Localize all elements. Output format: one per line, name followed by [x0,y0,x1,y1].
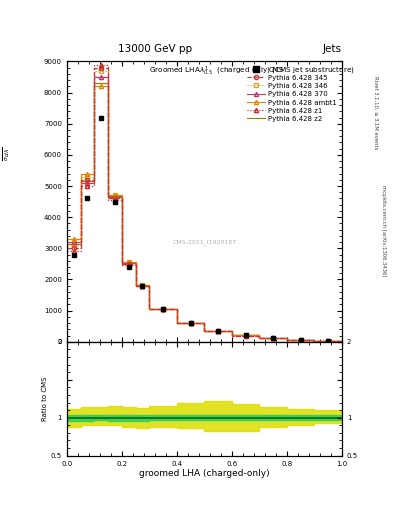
Text: mcplots.cern.ch [arXiv:1306.3436]: mcplots.cern.ch [arXiv:1306.3436] [381,185,386,276]
Legend: CMS, Pythia 6.428 345, Pythia 6.428 346, Pythia 6.428 370, Pythia 6.428 ambt1, P: CMS, Pythia 6.428 345, Pythia 6.428 346,… [246,65,338,123]
Text: $\frac{1}{\sigma}\frac{d\sigma}{d\lambda}$: $\frac{1}{\sigma}\frac{d\sigma}{d\lambda… [0,146,12,161]
Y-axis label: Ratio to CMS: Ratio to CMS [42,376,48,421]
Text: Rivet 3.1.10, ≥ 3.1M events: Rivet 3.1.10, ≥ 3.1M events [373,76,378,150]
Text: Jets: Jets [323,44,342,54]
X-axis label: groomed LHA (charged-only): groomed LHA (charged-only) [139,470,270,478]
Text: CMS-2021_I1920187: CMS-2021_I1920187 [172,240,237,245]
Text: Groomed LHA$\lambda^1_{0.5}$  (charged only) (CMS jet substructure): Groomed LHA$\lambda^1_{0.5}$ (charged on… [149,64,355,77]
Text: 13000 GeV pp: 13000 GeV pp [118,44,192,54]
